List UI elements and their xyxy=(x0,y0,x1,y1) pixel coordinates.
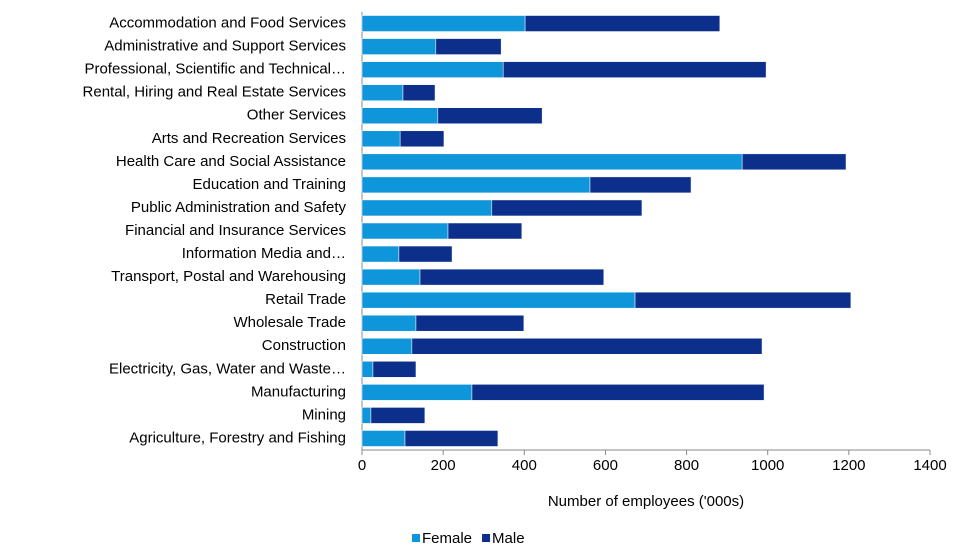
legend-label: Male xyxy=(492,530,525,547)
bar-segment xyxy=(524,15,721,32)
y-tick-label: Manufacturing xyxy=(251,383,346,400)
y-tick-label: Mining xyxy=(302,406,346,423)
bar-segment xyxy=(361,291,636,309)
bar-segment xyxy=(361,199,493,217)
legend-label: Female xyxy=(422,530,472,547)
bar-segment xyxy=(361,84,404,101)
y-tick-label: Information Media and… xyxy=(182,245,346,262)
y-tick-label: Other Services xyxy=(247,107,346,124)
bar-segment xyxy=(741,153,847,171)
bar-segment xyxy=(361,153,743,171)
bar-segment xyxy=(361,268,421,286)
bar-segment xyxy=(361,130,401,148)
y-tick-label: Transport, Postal and Warehousing xyxy=(111,268,346,285)
bar-segment xyxy=(435,38,502,55)
y-tick-label: Education and Training xyxy=(193,176,346,193)
bar-segment xyxy=(361,361,374,378)
x-tick-label: 0 xyxy=(358,457,366,474)
bar-segment xyxy=(437,107,543,124)
bar-segment xyxy=(361,222,449,240)
y-tick-label: Construction xyxy=(262,337,346,354)
y-tick-label: Financial and Insurance Services xyxy=(125,222,346,239)
bar-segment xyxy=(491,199,643,217)
bar-segment xyxy=(447,222,523,240)
y-tick-label: Administrative and Support Services xyxy=(104,38,346,55)
bar-segment xyxy=(419,268,605,286)
y-tick-label: Electricity, Gas, Water and Waste… xyxy=(109,360,346,377)
bar-segment xyxy=(471,384,765,401)
bar-segment xyxy=(361,384,473,401)
bar-segment xyxy=(361,314,417,332)
y-tick-label: Arts and Recreation Services xyxy=(152,130,346,147)
bar-segment xyxy=(361,176,591,194)
legend-swatch xyxy=(412,534,420,542)
x-tick-label: 400 xyxy=(512,457,537,474)
x-tick-label: 800 xyxy=(674,457,699,474)
bar-segment xyxy=(370,407,426,424)
bar-segment xyxy=(361,338,413,355)
y-tick-label: Retail Trade xyxy=(265,291,346,308)
bar-segment xyxy=(589,176,692,194)
bar-segment xyxy=(411,338,763,355)
bar-segment xyxy=(361,15,526,32)
bar-segment xyxy=(404,430,499,447)
bar-segment xyxy=(398,245,453,263)
x-tick-label: 1400 xyxy=(913,457,946,474)
x-tick-label: 200 xyxy=(431,457,456,474)
bar-segment xyxy=(372,361,417,378)
y-tick-label: Accommodation and Food Services xyxy=(109,14,346,31)
x-tick-label: 1200 xyxy=(832,457,865,474)
bar-segment xyxy=(634,291,852,309)
bar-segment xyxy=(402,84,436,101)
y-tick-label: Professional, Scientific and Technical… xyxy=(84,61,346,78)
bar-segment xyxy=(502,61,767,78)
y-tick-label: Rental, Hiring and Real Estate Services xyxy=(83,84,346,101)
y-tick-label: Agriculture, Forestry and Fishing xyxy=(129,429,346,446)
bar-segment xyxy=(361,107,439,124)
bar-segment xyxy=(361,430,406,447)
bar-segment xyxy=(361,245,400,263)
bar-segment xyxy=(361,407,372,424)
bar-segment xyxy=(415,314,525,332)
y-tick-label: Wholesale Trade xyxy=(233,314,346,331)
x-tick-label: 600 xyxy=(593,457,618,474)
x-axis-title: Number of employees ('000s) xyxy=(548,493,744,510)
bar-segment xyxy=(361,38,437,55)
x-tick-label: 1000 xyxy=(751,457,784,474)
bar-segment xyxy=(361,61,504,78)
y-tick-label: Health Care and Social Assistance xyxy=(116,153,346,170)
y-tick-label: Public Administration and Safety xyxy=(131,199,347,216)
legend-swatch xyxy=(482,534,491,542)
bar-segment xyxy=(399,130,445,148)
